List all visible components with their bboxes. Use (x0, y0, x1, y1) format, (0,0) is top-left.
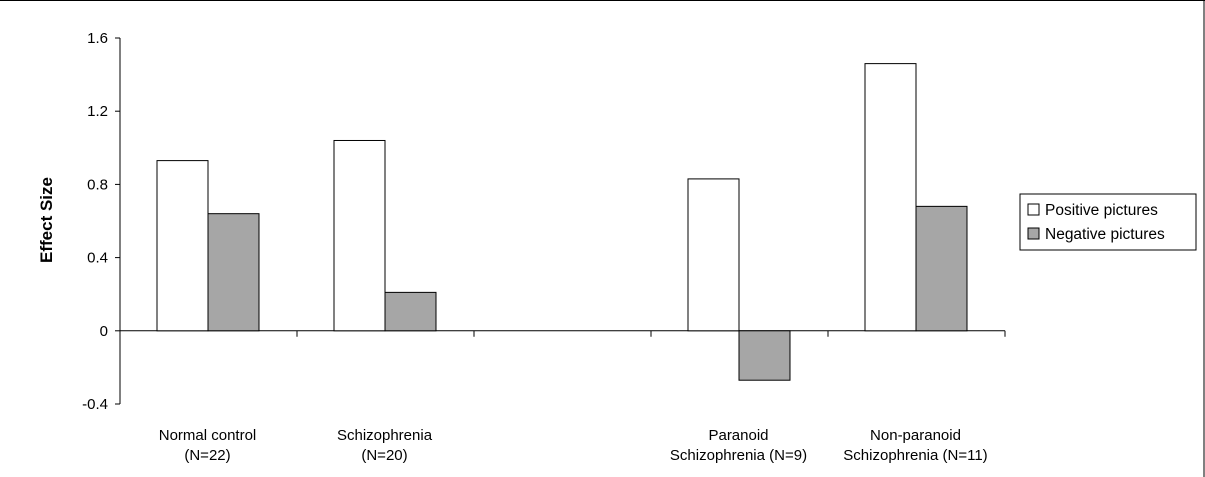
axes (115, 37, 1006, 405)
category-label: Non-paranoid (870, 427, 961, 444)
legend-label-negative: Negative pictures (1045, 226, 1165, 243)
category-label: (N=20) (361, 447, 407, 464)
category-label: (N=22) (184, 447, 230, 464)
category-label: Schizophrenia (N=9) (670, 447, 807, 464)
y-tick-label: 1.6 (87, 30, 108, 47)
bars (156, 63, 968, 381)
bar-positive-3 (687, 178, 740, 332)
bar-negative-1 (384, 291, 437, 332)
category-label: Paranoid (708, 427, 768, 444)
bar-negative-0 (207, 213, 260, 332)
bar-positive-4 (864, 63, 917, 332)
legend: Positive pictures Negative pictures (1019, 193, 1197, 251)
legend-swatch-positive (1027, 203, 1040, 216)
category-label: Normal control (159, 427, 257, 444)
y-tick-label: 0 (100, 323, 108, 340)
category-label: Schizophrenia (337, 427, 433, 444)
legend-label-positive: Positive pictures (1045, 202, 1158, 219)
legend-swatch-negative (1027, 227, 1040, 240)
legend-box (1019, 193, 1197, 251)
category-labels: Normal control (N=22) Schizophrenia (N=20) P… (159, 427, 988, 464)
y-tick-label: 1.2 (87, 103, 108, 120)
bar-positive-1 (333, 139, 386, 332)
y-tick-label: 0.8 (87, 176, 108, 193)
y-axis-label: Effect Size (37, 177, 56, 263)
bar-positive-0 (156, 160, 209, 332)
y-tick-label: 0.4 (87, 250, 108, 267)
y-tick-label: -0.4 (82, 396, 108, 413)
y-tick-labels: -0.4 0 0.4 0.8 1.2 1.6 (82, 30, 108, 413)
bar-negative-4 (915, 205, 968, 332)
bar-negative-3 (738, 330, 791, 381)
category-label: Schizophrenia (N=11) (843, 447, 987, 464)
